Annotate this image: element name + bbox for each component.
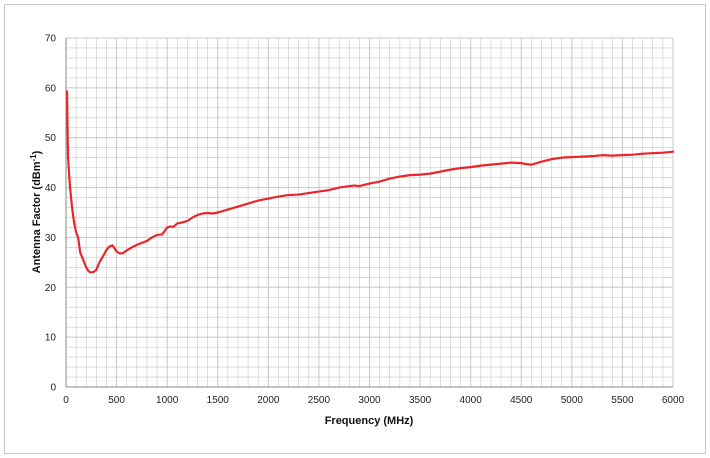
- x-tick-label: 1000: [156, 395, 179, 406]
- y-tick-label: 0: [50, 383, 56, 394]
- y-tick-label: 70: [45, 34, 57, 45]
- y-axis-title-main: Antenna Factor (dBm: [31, 161, 43, 273]
- x-axis-title: Frequency (MHz): [325, 415, 414, 427]
- y-tick-label: 50: [45, 133, 57, 144]
- x-tick-label: 4000: [460, 395, 483, 406]
- y-axis-title-close: ): [31, 150, 43, 154]
- y-tick-label: 60: [45, 83, 57, 94]
- series-line: [65, 90, 675, 274]
- chart-frame: [4, 4, 706, 454]
- y-tick-label: 20: [45, 283, 57, 294]
- x-tick-label: 1500: [207, 395, 230, 406]
- x-tick-label: 3500: [409, 395, 432, 406]
- y-tick-labels: 0 10 20 30 40 50 60 70: [45, 34, 57, 394]
- x-tick-label: 4500: [510, 395, 533, 406]
- x-tick-label: 6000: [662, 395, 685, 406]
- y-tick-label: 40: [45, 183, 57, 194]
- y-tick-label: 30: [45, 233, 57, 244]
- x-tick-label: 0: [63, 395, 69, 406]
- x-tick-label: 3000: [358, 395, 381, 406]
- x-tick-label: 5000: [561, 395, 584, 406]
- x-tick-label: 2500: [308, 395, 331, 406]
- x-tick-label: 5500: [611, 395, 634, 406]
- y-axis-title-superscript: -1: [29, 154, 38, 162]
- y-tick-label: 10: [45, 333, 57, 344]
- x-tick-label: 500: [108, 395, 125, 406]
- x-tick-labels: 0 500 1000 1500 2000 2500 3000 3500 4000 4500 5000…: [63, 395, 684, 406]
- x-tick-label: 2000: [257, 395, 280, 406]
- y-axis-title: Antenna Factor (dBm-1): [29, 150, 43, 273]
